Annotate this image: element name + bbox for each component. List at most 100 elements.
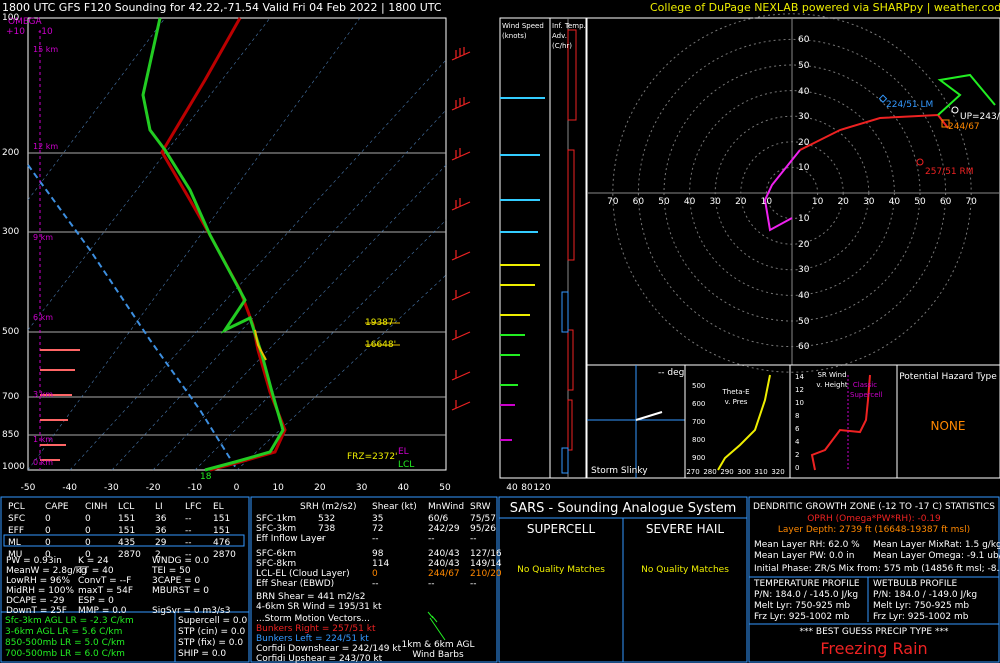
label: 6 km — [33, 313, 54, 322]
label: 14 — [795, 373, 804, 381]
hodograph-frame — [586, 17, 1000, 366]
label: 60 — [798, 342, 810, 352]
label: MnWind — [428, 502, 465, 512]
label: NONE — [930, 419, 966, 433]
label: 30 — [798, 112, 810, 122]
label: 20 — [798, 138, 810, 148]
label: STP (fix) = 0.0 — [178, 638, 244, 648]
label: 30 — [798, 265, 810, 275]
label: 10 — [272, 483, 284, 493]
label: 700 — [692, 418, 706, 426]
label: WNDG = 0.0 — [152, 556, 210, 566]
label: Bunkers Right = 257/51 kt — [256, 624, 376, 634]
temp-adv-cold — [561, 291, 569, 474]
label: Frz Lyr: 925-1002 mb — [754, 612, 850, 622]
label: SR Wind v. Height — [816, 371, 848, 389]
label: 40 — [683, 197, 696, 207]
label: Sfc-3km AGL LR = -2.3 C/km — [5, 616, 134, 626]
label: Mean Layer PW: 0.0 in — [754, 551, 855, 561]
label: SRW — [470, 502, 491, 512]
label: No Quality Matches — [641, 565, 729, 575]
label: 738 — [318, 524, 336, 534]
label: Eff Inflow Layer — [256, 534, 326, 544]
label: 476 — [213, 538, 231, 548]
wind-speed-bars — [500, 97, 545, 441]
label: SEVERE HAIL — [645, 522, 725, 536]
label: Shear (kt) — [372, 502, 417, 512]
label: 290 — [720, 468, 734, 476]
label: Classic Supercell — [850, 381, 883, 399]
label: 280 — [703, 468, 717, 476]
label: 50 — [658, 197, 670, 207]
ml-highlight — [3, 534, 245, 547]
label: -30 — [104, 483, 119, 493]
label: EL — [398, 447, 409, 457]
label: -- — [185, 538, 192, 548]
label: 0 — [233, 483, 240, 493]
lm-marker — [878, 94, 888, 103]
label: -- — [318, 534, 325, 544]
label: P/N: 184.0 / -149.0 J/kg — [873, 590, 978, 600]
label: -- — [372, 579, 379, 589]
label: SHIP = 0.0 — [178, 649, 227, 659]
label: 20 — [735, 197, 747, 207]
label: 10 — [798, 214, 810, 224]
label: 200 — [2, 148, 20, 158]
label: Mean Layer RH: 62.0 % — [754, 540, 860, 550]
label: 40 — [506, 483, 518, 493]
wind-speed-frame — [499, 17, 551, 479]
label: 1 km — [33, 435, 54, 444]
label: College of DuPage NEXLAB powered via SHA… — [650, 1, 1000, 14]
label: DownT = 25F — [6, 606, 67, 616]
label: Storm Slinky — [591, 466, 648, 476]
label: -- — [372, 534, 379, 544]
label: DCAPE = -29 — [6, 596, 65, 606]
label: -- — [428, 579, 435, 589]
label: 0 — [372, 569, 378, 579]
label: 36 — [155, 526, 167, 536]
label: 75/57 — [470, 514, 496, 524]
label: Wind Speed (knots) — [502, 22, 544, 40]
label: 600 — [692, 400, 706, 408]
label: 10 — [760, 197, 773, 207]
label: -40 — [62, 483, 78, 493]
label: 310 — [754, 468, 768, 476]
label: Mean Layer MixRat: 1.5 g/kg — [873, 540, 1000, 550]
label: 2 — [155, 550, 161, 560]
label: MidRH = 100% — [6, 586, 74, 596]
label: 60 — [939, 197, 952, 207]
label: 900 — [692, 454, 706, 462]
label: 257/51 RM — [925, 167, 974, 177]
label: Corfidi Upshear = 243/70 kt — [256, 654, 383, 663]
label: 40 — [397, 483, 410, 493]
label: 850-500mb LR = 5.0 C/km — [5, 638, 125, 648]
label: 0 — [85, 526, 91, 536]
label: SFC — [8, 514, 26, 524]
label: 50 — [798, 61, 810, 71]
parcel-frame — [0, 496, 250, 663]
label: 300 — [2, 227, 20, 237]
label: -- — [185, 514, 192, 524]
label: MU — [8, 550, 23, 560]
label: OPRH (Omega*PW*RH): -0.19 — [807, 514, 941, 524]
label: -- — [185, 550, 192, 560]
label: 80 — [521, 483, 533, 493]
label: ...Storm Motion Vectors... — [256, 614, 370, 624]
label: 2870 — [118, 550, 141, 560]
label: 50 — [914, 197, 926, 207]
label: 40 — [798, 87, 810, 97]
label: 10 — [811, 197, 824, 207]
label: 72 — [372, 524, 384, 534]
label: PCL — [8, 502, 25, 512]
label: 151 — [118, 526, 136, 536]
label: 0 — [85, 538, 91, 548]
wind-barbs — [451, 47, 471, 411]
label: Initial Phase: ZR/S Mix from: 575 mb (14… — [754, 564, 1000, 574]
label: +10 — [6, 27, 25, 37]
label: 0 — [45, 538, 51, 548]
label: TEI = 50 — [152, 566, 191, 576]
label: 151 — [118, 514, 136, 524]
label: -- — [185, 526, 192, 536]
label: 500 — [2, 327, 20, 337]
